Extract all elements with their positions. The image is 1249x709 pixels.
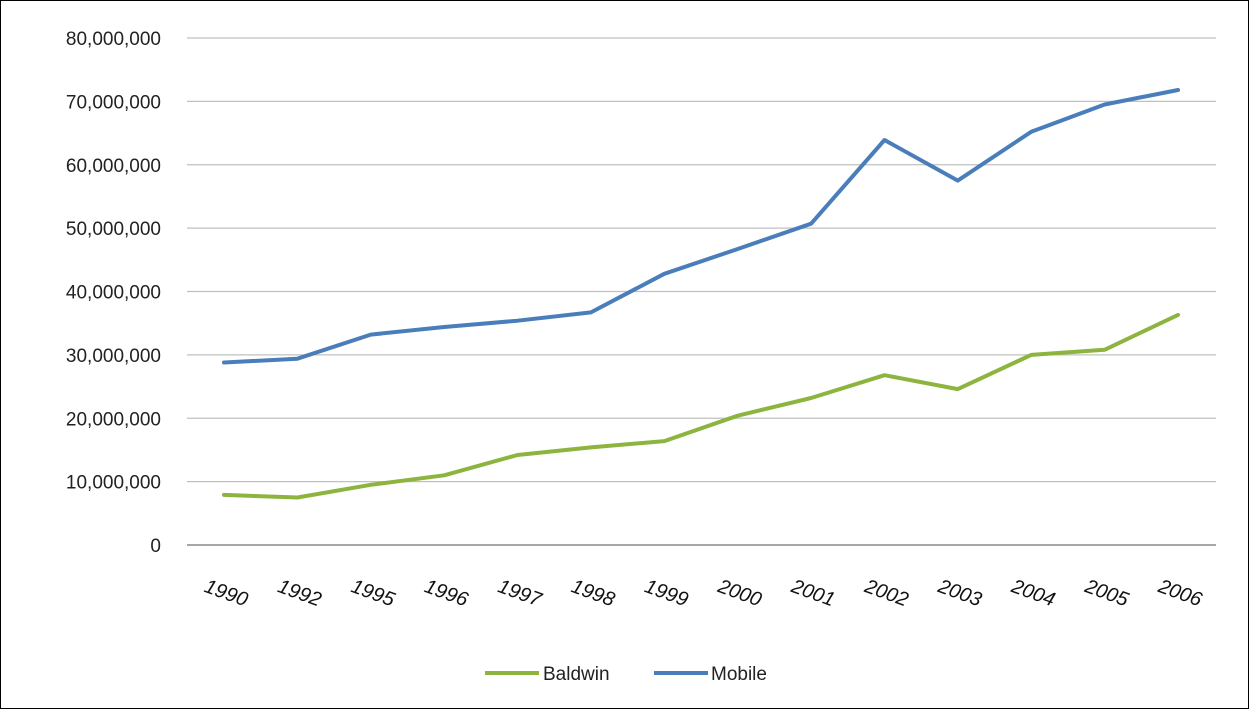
x-tick-label: 2006 xyxy=(1154,575,1205,612)
legend: Baldwin Mobile xyxy=(485,664,767,685)
gridlines xyxy=(187,37,1216,546)
x-tick-label: 1996 xyxy=(422,575,472,611)
x-tick-label: 2000 xyxy=(714,575,764,611)
series-lines xyxy=(222,88,1180,500)
x-tick-label: 2004 xyxy=(1008,575,1058,611)
y-tick-label: 80,000,000 xyxy=(66,29,161,50)
x-tick-label: 1997 xyxy=(495,575,545,611)
x-axis-tick-labels: 1990 1992 1995 1996 1997 1998 1999 2000 2001 2002… xyxy=(201,575,1205,612)
x-tick-label: 2002 xyxy=(861,575,911,611)
x-tick-label: 1990 xyxy=(201,575,250,611)
y-axis-tick-labels: 80,000,000 70,000,000 60,000,000 50,000,000… xyxy=(66,29,161,557)
y-tick-label: 40,000,000 xyxy=(66,283,161,304)
y-tick-label: 10,000,000 xyxy=(66,473,161,494)
legend-label-mobile: Mobile xyxy=(711,664,767,685)
x-tick-label: 2005 xyxy=(1081,575,1132,612)
x-tick-label: 2003 xyxy=(934,575,984,611)
series-line-baldwin xyxy=(222,312,1180,500)
x-tick-label: 1999 xyxy=(642,575,691,611)
y-tick-label: 50,000,000 xyxy=(66,219,161,240)
x-tick-label: 1998 xyxy=(568,575,617,611)
x-tick-label: 1995 xyxy=(348,575,398,611)
series-line-mobile xyxy=(222,88,1180,365)
y-tick-label: 20,000,000 xyxy=(66,409,161,430)
y-tick-label: 30,000,000 xyxy=(66,346,161,367)
y-tick-label: 60,000,000 xyxy=(66,156,161,177)
y-tick-label: 0 xyxy=(150,536,161,557)
y-tick-label: 70,000,000 xyxy=(66,92,161,113)
x-tick-label: 2001 xyxy=(788,575,838,611)
x-tick-label: 1992 xyxy=(275,575,324,611)
legend-label-baldwin: Baldwin xyxy=(543,664,610,685)
